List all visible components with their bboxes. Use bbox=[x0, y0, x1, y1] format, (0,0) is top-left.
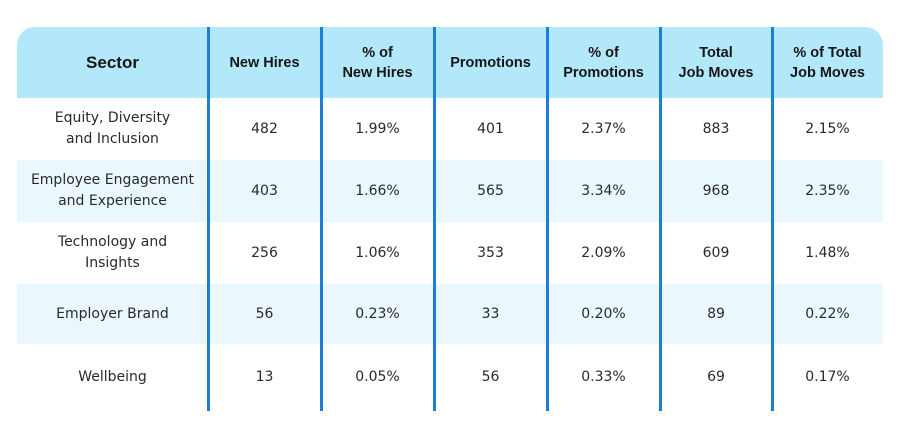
value-cell: 0.05% bbox=[355, 369, 400, 385]
column-divider bbox=[433, 27, 436, 411]
value-cell: 401 bbox=[477, 120, 504, 137]
value-cell: 2.09% bbox=[581, 244, 626, 261]
value-cell: 1.06% bbox=[355, 244, 400, 261]
value-cell: 13 bbox=[255, 369, 274, 385]
column-divider bbox=[659, 27, 662, 411]
value-cell: 33 bbox=[481, 305, 500, 322]
value-cell: 0.17% bbox=[805, 369, 850, 385]
column-header: % of Total Job Moves bbox=[790, 44, 865, 81]
column-header: % of New Hires bbox=[342, 44, 413, 81]
table-header: Sector New Hires % of New Hires Promotions%… bbox=[17, 27, 883, 98]
column-divider bbox=[207, 27, 210, 411]
value-cell: 56 bbox=[255, 305, 274, 322]
value-cell: 0.23% bbox=[355, 305, 400, 322]
value-cell: 403 bbox=[251, 182, 278, 199]
table-row: Wellbeing 13 0.05% 56 0.33% 69 0.17% bbox=[17, 344, 883, 411]
value-cell: 2.35% bbox=[805, 182, 850, 199]
column-divider bbox=[546, 27, 549, 411]
value-cell: 69 bbox=[707, 369, 725, 385]
column-divider bbox=[320, 27, 323, 411]
value-cell: 2.15% bbox=[805, 120, 850, 137]
value-cell: 2.37% bbox=[581, 120, 626, 137]
value-cell: 0.20% bbox=[581, 305, 626, 322]
value-cell: 883 bbox=[702, 120, 730, 137]
column-divider bbox=[771, 27, 774, 411]
table-row: Employee Engagement and Experience 403 1.6… bbox=[17, 160, 883, 222]
sector-cell: Employer Brand bbox=[56, 305, 169, 322]
table-row: Technology and Insights 256 1.06% 353 2.09% 6… bbox=[17, 222, 883, 284]
table-row: Equity, Diversity and Inclusion 482 1.99% 4… bbox=[17, 98, 883, 160]
sector-cell: Equity, Diversity and Inclusion bbox=[54, 110, 171, 147]
data-table: Sector New Hires % of New Hires Promotions%… bbox=[17, 27, 883, 411]
column-header: Total Job Moves bbox=[678, 44, 754, 81]
value-cell: 89 bbox=[707, 305, 725, 322]
table-row: Employer Brand 56 0.23% 33 0.20% 89 0.22% bbox=[17, 284, 883, 344]
value-cell: 56 bbox=[481, 369, 500, 385]
value-cell: 968 bbox=[702, 182, 730, 199]
value-cell: 565 bbox=[477, 182, 504, 199]
value-cell: 353 bbox=[477, 244, 504, 261]
sector-cell: Employee Engagement and Experience bbox=[30, 172, 195, 209]
value-cell: 0.33% bbox=[581, 369, 626, 385]
sector-cell: Technology and Insights bbox=[57, 234, 168, 271]
column-header: % of Promotions bbox=[563, 44, 644, 81]
sector-cell: Wellbeing bbox=[78, 369, 147, 385]
value-cell: 1.48% bbox=[805, 244, 850, 261]
value-cell: 1.99% bbox=[355, 120, 400, 137]
value-cell: 609 bbox=[702, 244, 730, 261]
column-header: Sector bbox=[86, 52, 139, 72]
value-cell: 3.34% bbox=[581, 182, 626, 199]
value-cell: 256 bbox=[251, 244, 278, 261]
column-header: Promotions bbox=[450, 54, 531, 71]
value-cell: 0.22% bbox=[805, 305, 850, 322]
value-cell: 482 bbox=[251, 120, 278, 137]
column-header: New Hires bbox=[229, 54, 300, 71]
value-cell: 1.66% bbox=[355, 182, 400, 199]
